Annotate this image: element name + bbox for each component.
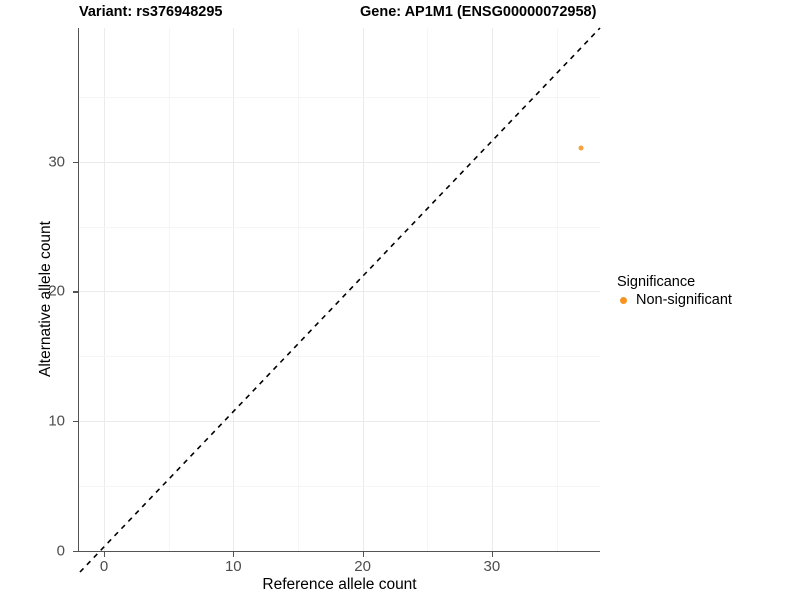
identity-reference-line <box>79 28 600 552</box>
y-tick-label: 20 <box>48 282 65 300</box>
legend-item-non-significant[interactable]: Non-significant <box>617 292 732 308</box>
gridline-major-x <box>104 28 105 552</box>
gridline-major-y <box>79 421 600 423</box>
gridline-major-y <box>79 291 600 293</box>
legend-key <box>617 294 630 307</box>
gridline-major-x <box>362 28 364 552</box>
gridline-major-x <box>491 28 493 552</box>
gridline-minor-y <box>79 486 600 488</box>
legend-item-label: Non-significant <box>636 292 732 308</box>
x-tick <box>362 552 364 557</box>
data-point <box>578 145 584 151</box>
y-tick-label: 0 <box>56 542 65 560</box>
y-tick-label: 30 <box>48 153 65 171</box>
gene-title: Gene: AP1M1 (ENSG00000072958) <box>360 4 597 20</box>
y-tick <box>73 421 78 423</box>
dot-icon <box>620 296 627 304</box>
gridline-minor-x <box>298 28 299 552</box>
x-tick <box>104 552 106 557</box>
x-tick <box>491 552 494 557</box>
gridline-minor-x <box>427 28 429 552</box>
y-tick <box>73 291 78 293</box>
x-axis-line <box>79 551 600 553</box>
x-tick-label: 30 <box>483 558 501 575</box>
y-axis-line <box>78 28 80 552</box>
gridline-minor-y <box>79 226 600 228</box>
y-tick <box>73 161 78 163</box>
x-tick <box>233 552 235 557</box>
x-tick-label: 0 <box>99 558 109 575</box>
y-tick <box>73 551 78 553</box>
y-axis-title: Alternative allele count <box>37 221 54 377</box>
gridline-major-y <box>79 161 600 163</box>
legend-title: Significance <box>617 274 696 290</box>
x-tick-label: 10 <box>224 558 242 575</box>
gridline-minor-x <box>168 28 170 552</box>
legend: Significance Non-significant <box>617 274 732 308</box>
variant-title: Variant: rs376948295 <box>79 4 223 20</box>
y-tick-label: 10 <box>48 412 65 430</box>
gridline-minor-y <box>79 356 600 358</box>
gridline-minor-x <box>556 28 558 552</box>
gridline-major-x <box>233 28 235 552</box>
plot-panel <box>79 28 600 552</box>
x-axis-title: Reference allele count <box>262 576 417 593</box>
gridline-minor-y <box>79 96 600 98</box>
x-tick-label: 20 <box>354 558 371 575</box>
